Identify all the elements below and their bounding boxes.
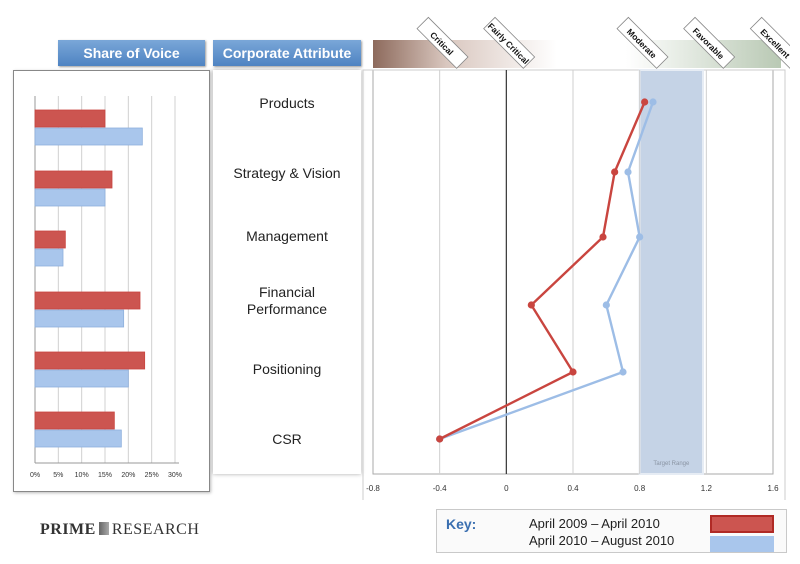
sov-bar-1-5 [34,351,146,370]
sov-bar-2-2 [34,188,106,207]
attribute-label-strategy: Strategy & Vision [233,165,341,181]
attr-tick-label: 1.6 [767,484,779,493]
attr-point-1-4 [527,301,535,309]
share-of-voice-header: Share of Voice [58,40,205,66]
attr-outer-frame [362,69,786,500]
scale-flag-box [483,16,536,69]
sov-bar-1-2 [34,170,113,189]
attr-point-2-5 [619,368,627,376]
target-range-band [638,69,704,475]
scale-flag-box [416,16,469,69]
attribute-label-management: Management [246,228,328,244]
sov-tick-label: 0% [30,472,40,479]
attr-line-series-2 [439,101,655,441]
attribute-label-positioning: Positioning [252,361,322,377]
scale-flag-box [749,16,790,69]
attr-point-2-3 [636,233,644,241]
prime-research-logo: PRIME RESEARCH [40,521,200,538]
attr-tick-label: 0 [504,484,509,493]
corporate-attribute-header: Corporate Attribute [213,40,361,66]
legend-swatch-2 [710,536,774,552]
attribute-label-financial: Financial Performance [246,284,328,317]
sov-bar-2-1 [34,127,143,146]
attr-point-1-2 [611,168,619,176]
sov-tick-label: 10% [75,472,89,479]
sov-tick-label: 5% [53,472,63,479]
sov-bar-2-3 [34,248,64,267]
share-of-voice-chart: 0% 5% 10% 15% 20% 25% 30% [30,96,182,479]
attr-point-2-4 [602,301,610,309]
target-range-label: Target Range [653,461,690,467]
attr-point-2-1 [649,98,657,106]
sov-bar-1-1 [34,109,106,128]
sov-bar-1-4 [34,291,141,310]
legend-swatch-1 [710,515,774,533]
sov-bar-1-3 [34,230,66,249]
attr-tick-label: 0.8 [634,484,646,493]
sov-tick-label: 20% [121,472,135,479]
scale-flag-box [616,16,669,69]
legend-title: Key: [446,516,477,532]
attr-tick-label: -0.4 [433,484,447,493]
attr-tick-label: 1.2 [701,484,713,493]
share-of-voice-panel: 0% 5% 10% 15% 20% 25% 30% [13,70,210,492]
sov-bar-2-6 [34,429,122,448]
legend-entry-2-label: April 2010 – August 2010 [529,533,675,548]
legend-key: Key: April 2009 – April 2010 April 2010 … [436,509,787,553]
sov-tick-label: 15% [98,472,112,479]
sov-bar-1-6 [34,411,115,430]
attr-point-2-2 [624,168,632,176]
legend-entry-1-label: April 2009 – April 2010 [529,516,660,531]
attr-point-1-5 [569,368,577,376]
attr-tick-label: 0.4 [567,484,579,493]
attr-point-1-3 [599,233,607,241]
attribute-label-products: Products [259,95,315,111]
sov-tick-label: 25% [145,472,159,479]
attr-point-1-1 [641,98,649,106]
sov-bar-2-5 [34,369,129,388]
attr-line-series-1 [439,101,646,441]
logo-mark [98,522,109,535]
sov-tick-label: 30% [168,472,182,479]
sov-bar-2-4 [34,309,125,328]
scale-flag-box [683,16,736,69]
corporate-attribute-chart: Target Range-0.8 -0.4 0 0.4 0.8 1.2 1.6Critica… [362,16,790,500]
attribute-panel [213,70,361,474]
attribute-label-csr: CSR [272,431,302,447]
attr-tick-label: -0.8 [366,484,380,493]
attr-point-1-6 [436,435,444,443]
